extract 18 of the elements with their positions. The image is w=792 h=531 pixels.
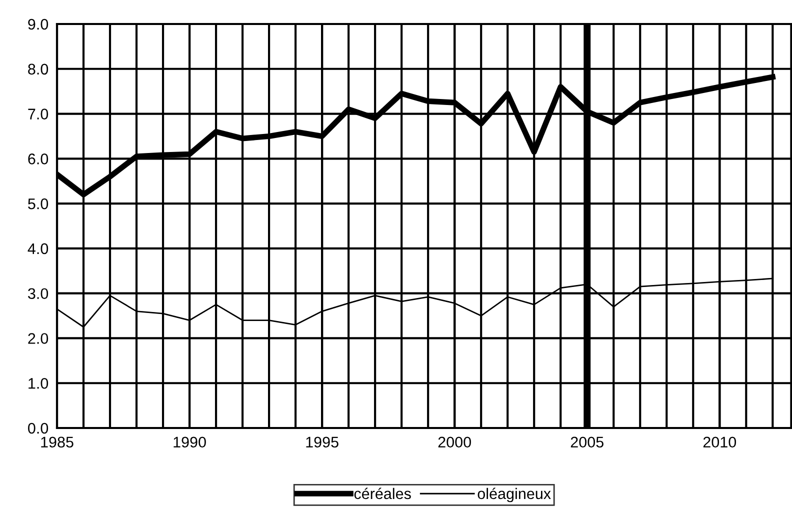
y-tick-label: 3.0 bbox=[28, 288, 48, 300]
x-tick-label: 2010 bbox=[703, 436, 736, 448]
x-tick-label: 1995 bbox=[306, 436, 338, 448]
y-tick-label: 5.0 bbox=[28, 198, 48, 210]
y-tick-label: 7.0 bbox=[28, 108, 48, 120]
x-tick-label: 2005 bbox=[570, 436, 604, 448]
y-tick-label: 8.0 bbox=[28, 64, 48, 75]
legend-label: oléagineux bbox=[478, 488, 551, 502]
y-tick-label: 2.0 bbox=[28, 333, 48, 344]
x-tick-label: 1985 bbox=[41, 436, 74, 448]
y-tick-label: 4.0 bbox=[28, 243, 48, 254]
x-tick-label: 1990 bbox=[174, 436, 206, 448]
y-tick-label: 1.0 bbox=[28, 378, 48, 389]
x-tick-label: 2000 bbox=[438, 436, 471, 448]
y-tick-label: 0.0 bbox=[28, 422, 48, 434]
y-tick-label: 6.0 bbox=[28, 154, 48, 164]
y-tick-label: 9.0 bbox=[28, 18, 48, 30]
legend-label: céréales bbox=[354, 488, 411, 500]
